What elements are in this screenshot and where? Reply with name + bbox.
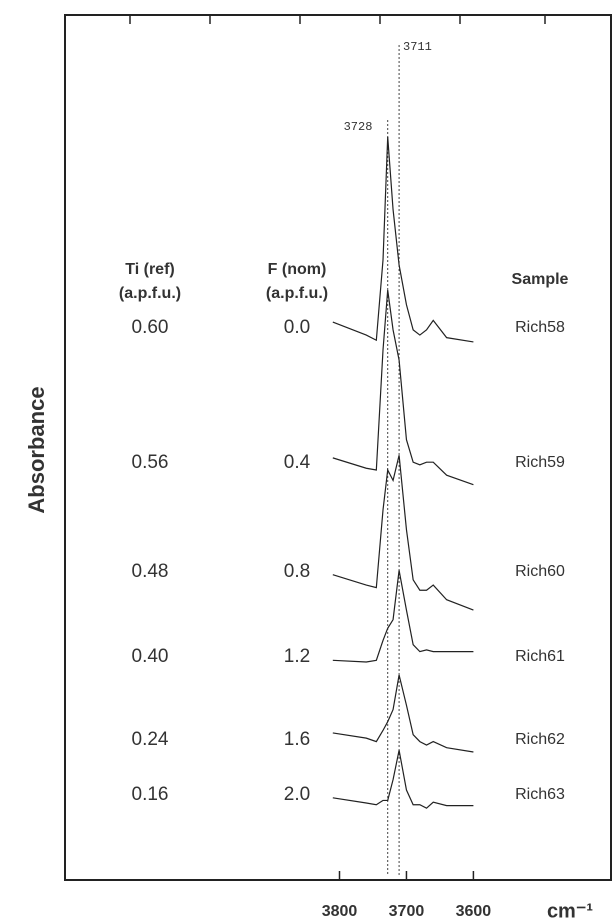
top-ticks [129, 15, 546, 24]
sample-name: Rich63 [515, 786, 565, 803]
f-value: 2.0 [284, 784, 310, 805]
column-header: (a.p.f.u.) [119, 285, 181, 302]
ti-value: 0.48 [132, 561, 169, 582]
ti-value: 0.56 [132, 452, 169, 473]
x-tick-label: 3800 [322, 903, 358, 920]
peak-label: 3728 [344, 120, 373, 134]
ti-value: 0.60 [132, 317, 169, 338]
sample-name: Rich58 [515, 319, 565, 336]
spectrum-line [332, 455, 474, 611]
ti-value: 0.24 [132, 729, 169, 750]
ti-value: 0.40 [132, 646, 169, 667]
y-axis-label: Absorbance [24, 386, 49, 513]
sample-name: Rich59 [515, 454, 565, 471]
x-axis-label: cm⁻¹ [547, 900, 593, 922]
spectrum-line [332, 750, 474, 809]
spectrum-line [332, 570, 474, 663]
sample-name: Rich62 [515, 731, 565, 748]
spectrum-line [332, 289, 474, 486]
column-header: F (nom) [268, 261, 327, 278]
column-header: Ti (ref) [125, 261, 174, 278]
x-tick-label: 3700 [389, 903, 425, 920]
f-value: 0.4 [284, 452, 311, 473]
sample-name: Rich61 [515, 648, 565, 665]
frame [64, 14, 612, 881]
spectrum-line [332, 136, 474, 343]
f-value: 1.6 [284, 729, 310, 750]
ti-value: 0.16 [132, 784, 169, 805]
x-tick-label: 3600 [456, 903, 492, 920]
spectrum-line [332, 674, 474, 753]
f-value: 0.0 [284, 317, 310, 338]
peak-label: 3711 [403, 40, 432, 54]
f-value: 0.8 [284, 561, 310, 582]
column-header: Sample [512, 271, 569, 288]
f-value: 1.2 [284, 646, 310, 667]
column-header: (a.p.f.u.) [266, 285, 328, 302]
sample-name: Rich60 [515, 563, 565, 580]
